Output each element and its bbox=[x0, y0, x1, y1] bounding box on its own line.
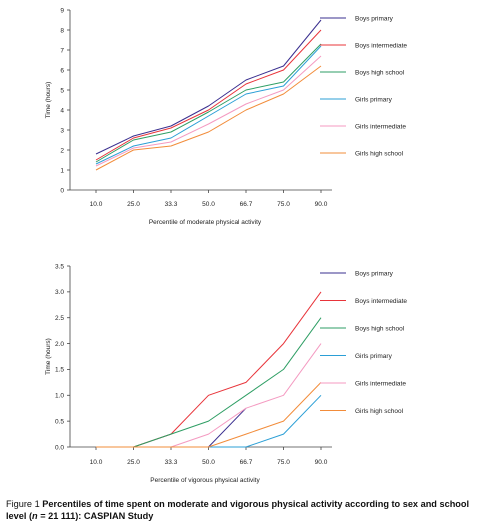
chart1-series-line-4 bbox=[95, 45, 322, 165]
chart2-y-tick-label: 3.5 bbox=[55, 263, 64, 270]
chart1-y-tick-label: 0 bbox=[60, 187, 64, 194]
chart2-series-line-1 bbox=[96, 407, 247, 448]
caption-prefix: Figure 1 bbox=[6, 499, 43, 509]
chart2-y-tick-label: 2.5 bbox=[55, 315, 64, 322]
chart1-legend-label-5: Girls intermediate bbox=[355, 123, 406, 130]
chart2-x-tick-label: 90.0 bbox=[315, 459, 328, 466]
chart2-series-line-3 bbox=[96, 317, 322, 448]
chart1-legend-label-1: Boys primary bbox=[355, 15, 394, 22]
chart1-x-axis-label: Percentile of moderate physical activity bbox=[149, 219, 262, 226]
chart2-x-axis-label: Percentile of vigorous physical activity bbox=[150, 477, 260, 484]
chart1-y-tick-label: 5 bbox=[60, 87, 64, 94]
chart2-x-tick-label: 33.3 bbox=[165, 459, 178, 466]
chart1-x-tick-label: 66.7 bbox=[240, 201, 253, 208]
chart2-series-line-6 bbox=[96, 382, 322, 448]
chart2-legend-label-1: Boys primary bbox=[355, 270, 394, 277]
chart2-y-tick-label: 1.5 bbox=[55, 367, 64, 374]
chart2-x-tick-label: 75.0 bbox=[277, 459, 290, 466]
chart1-x-tick-label: 25.0 bbox=[127, 201, 140, 208]
chart2-x-tick-label: 50.0 bbox=[202, 459, 215, 466]
caption-bold: Percentiles of time spent on moderate an… bbox=[6, 499, 469, 521]
chart2-series-line-2 bbox=[96, 291, 322, 448]
chart2-legend-label-3: Boys high school bbox=[355, 325, 405, 332]
chart2-x-tick-label: 10.0 bbox=[90, 459, 103, 466]
chart2-y-tick-label: 3.0 bbox=[55, 289, 64, 296]
figure-caption: Figure 1 Percentiles of time spent on mo… bbox=[6, 498, 476, 522]
caption-bold-end: = 21 111): CASPIAN Study bbox=[37, 511, 154, 521]
chart1-y-tick-label: 7 bbox=[60, 47, 64, 54]
chart1-x-tick-label: 33.3 bbox=[165, 201, 178, 208]
chart1-series-line-2 bbox=[95, 29, 322, 161]
chart1-y-tick-label: 1 bbox=[60, 167, 64, 174]
chart2-y-tick-label: 0.0 bbox=[55, 444, 64, 451]
caption-n: n bbox=[32, 511, 38, 521]
chart1-y-tick-label: 6 bbox=[60, 67, 64, 74]
chart1-series-line-5 bbox=[95, 55, 322, 167]
chart1-legend-label-3: Boys high school bbox=[355, 69, 405, 76]
chart1-legend-label-6: Girls high school bbox=[355, 150, 404, 157]
chart1-y-tick-label: 8 bbox=[60, 27, 64, 34]
caption-bold-text: Percentiles of time spent on moderate an… bbox=[6, 499, 470, 521]
chart1-series-line-1 bbox=[95, 19, 322, 155]
chart1-x-tick-label: 10.0 bbox=[90, 201, 103, 208]
chart1-y-tick-label: 4 bbox=[60, 107, 64, 114]
chart2-y-tick-label: 1.0 bbox=[55, 393, 64, 400]
chart2-x-tick-label: 66.7 bbox=[240, 459, 253, 466]
chart2-legend-label-2: Boys intermediate bbox=[355, 298, 407, 305]
chart1-series-line-6 bbox=[95, 65, 322, 171]
figure-charts: 0 1 2 3 4 5 6 7 8 9 10.0 25.0 33.3 50.0 66.7 75.0 90.0 Pe… bbox=[45, 7, 407, 484]
chart1-legend-label-2: Boys intermediate bbox=[355, 42, 407, 49]
chart2-y-tick-label: 2.0 bbox=[55, 341, 64, 348]
chart1-y-tick-label: 3 bbox=[60, 127, 64, 134]
chart2-y-axis-label: Time (hours) bbox=[45, 338, 52, 375]
chart2-x-tick-label: 25.0 bbox=[127, 459, 140, 466]
chart1-y-tick-label: 9 bbox=[60, 7, 64, 14]
chart1-y-axis-label: Time (hours) bbox=[45, 82, 52, 119]
chart1-x-tick-label: 75.0 bbox=[277, 201, 290, 208]
chart1-y-tick-label: 2 bbox=[60, 147, 64, 154]
chart1-x-tick-label: 50.0 bbox=[202, 201, 215, 208]
chart1-x-tick-label: 90.0 bbox=[315, 201, 328, 208]
chart1-series-line-3 bbox=[95, 43, 322, 163]
chart2-legend-label-6: Girls high school bbox=[355, 408, 404, 415]
chart2-legend-label-5: Girls intermediate bbox=[355, 380, 406, 387]
chart2-y-tick-label: 0.5 bbox=[55, 418, 64, 425]
chart1-legend-label-4: Girls primary bbox=[355, 96, 393, 103]
chart2-legend-label-4: Girls primary bbox=[355, 353, 393, 360]
